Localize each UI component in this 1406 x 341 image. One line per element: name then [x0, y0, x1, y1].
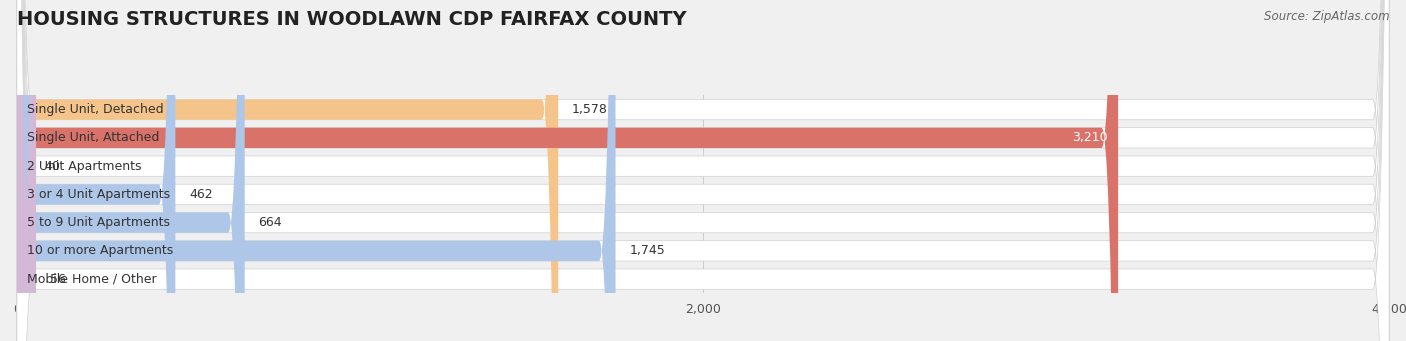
- FancyBboxPatch shape: [17, 0, 176, 341]
- FancyBboxPatch shape: [14, 0, 34, 341]
- Text: 664: 664: [259, 216, 283, 229]
- FancyBboxPatch shape: [17, 0, 1118, 341]
- Text: 3 or 4 Unit Apartments: 3 or 4 Unit Apartments: [27, 188, 170, 201]
- FancyBboxPatch shape: [17, 0, 1389, 341]
- FancyBboxPatch shape: [17, 0, 37, 341]
- Text: 1,578: 1,578: [572, 103, 607, 116]
- Text: 3,210: 3,210: [1073, 131, 1108, 144]
- Text: 462: 462: [188, 188, 212, 201]
- Text: Single Unit, Detached: Single Unit, Detached: [27, 103, 163, 116]
- FancyBboxPatch shape: [17, 0, 1389, 341]
- FancyBboxPatch shape: [17, 0, 616, 341]
- Text: 10 or more Apartments: 10 or more Apartments: [27, 244, 173, 257]
- Text: 5 to 9 Unit Apartments: 5 to 9 Unit Apartments: [27, 216, 170, 229]
- Text: 40: 40: [45, 160, 60, 173]
- FancyBboxPatch shape: [17, 0, 558, 341]
- Text: Single Unit, Attached: Single Unit, Attached: [27, 131, 159, 144]
- FancyBboxPatch shape: [17, 0, 1389, 341]
- Text: HOUSING STRUCTURES IN WOODLAWN CDP FAIRFAX COUNTY: HOUSING STRUCTURES IN WOODLAWN CDP FAIRF…: [17, 10, 686, 29]
- Text: 1,745: 1,745: [630, 244, 665, 257]
- FancyBboxPatch shape: [17, 0, 1389, 341]
- Text: Source: ZipAtlas.com: Source: ZipAtlas.com: [1264, 10, 1389, 23]
- Text: Mobile Home / Other: Mobile Home / Other: [27, 273, 157, 286]
- FancyBboxPatch shape: [17, 0, 245, 341]
- Text: 56: 56: [49, 273, 66, 286]
- FancyBboxPatch shape: [17, 0, 1389, 341]
- Text: 2 Unit Apartments: 2 Unit Apartments: [27, 160, 142, 173]
- FancyBboxPatch shape: [17, 0, 1389, 341]
- FancyBboxPatch shape: [17, 0, 1389, 341]
